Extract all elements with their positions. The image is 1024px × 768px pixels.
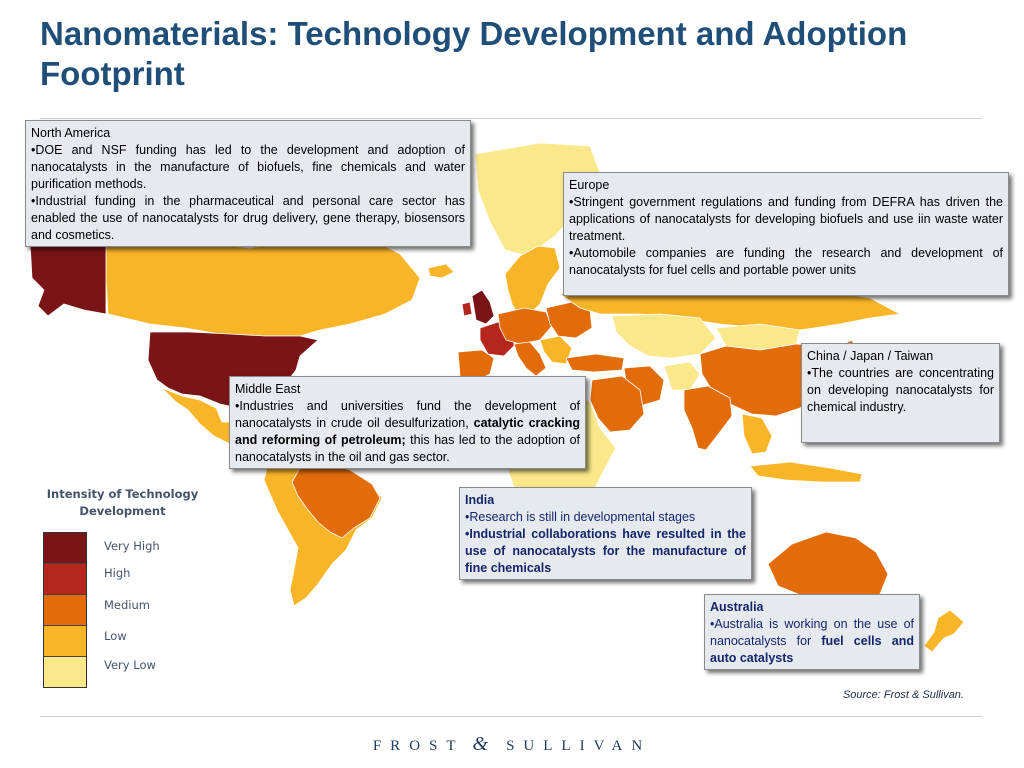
region-india xyxy=(683,385,733,451)
india-heading: India xyxy=(465,493,495,507)
legend-label-medium: Medium xyxy=(104,598,150,612)
india-bullet-1: •Research is still in developmental stag… xyxy=(465,510,696,524)
north-america-bullet-1: •DOE and NSF funding has led to the deve… xyxy=(31,143,465,191)
region-indonesia xyxy=(749,461,863,483)
legend-label-very-low: Very Low xyxy=(104,658,156,672)
legend-swatch-low xyxy=(44,626,86,657)
legend-color-bar xyxy=(43,532,87,688)
china-heading: China / Japan / Taiwan xyxy=(807,349,934,363)
legend-label-very-high: Very High xyxy=(104,539,160,553)
title-divider xyxy=(40,118,982,119)
region-turkey xyxy=(565,353,625,373)
north-america-bullet-2: •Industrial funding in the pharmaceutica… xyxy=(31,194,465,242)
footer-divider xyxy=(40,716,982,717)
china-bullet-1: •The countries are concentrating on deve… xyxy=(807,366,994,414)
region-southeast-asia xyxy=(741,413,773,455)
region-australia xyxy=(767,531,889,605)
china-japan-taiwan-callout: China / Japan / Taiwan •The countries ar… xyxy=(801,343,1000,443)
india-callout: India •Research is still in developmenta… xyxy=(459,487,752,580)
europe-bullet-1: •Stringent government regulations and fu… xyxy=(569,195,1003,243)
page-title: Nanomaterials: Technology Development an… xyxy=(40,15,908,92)
region-canada xyxy=(105,235,421,337)
australia-bullet-1: •Australia is working on the use of nano… xyxy=(710,617,914,665)
region-central-asia xyxy=(611,313,717,359)
europe-heading: Europe xyxy=(569,178,610,192)
region-brazil xyxy=(291,463,381,539)
middle-east-bullet-1: •Industries and universities fund the de… xyxy=(235,399,580,464)
region-italy-balkans xyxy=(513,341,547,377)
legend-swatch-high xyxy=(44,564,86,595)
legend-swatch-medium xyxy=(44,595,86,626)
middle-east-heading: Middle East xyxy=(235,382,301,396)
legend-swatch-very-high xyxy=(44,533,86,564)
region-iceland xyxy=(427,263,455,279)
europe-bullet-2: •Automobile companies are funding the re… xyxy=(569,246,1003,277)
legend-title: Intensity of Technology Development xyxy=(46,487,199,518)
region-new-zealand xyxy=(923,609,965,653)
region-greenland xyxy=(474,142,601,257)
region-uk xyxy=(471,289,495,325)
north-america-callout: North America •DOE and NSF funding has l… xyxy=(25,120,471,247)
legend-swatch-very-low xyxy=(44,657,86,687)
india-bullet-2: •Industrial collaborations have resulted… xyxy=(465,527,746,575)
region-mideast-low xyxy=(663,361,701,391)
region-ireland xyxy=(461,301,473,317)
frost-sullivan-logo: FROST & SULLIVAN xyxy=(372,733,652,755)
legend-label-high: High xyxy=(104,566,131,580)
north-america-heading: North America xyxy=(31,126,111,140)
region-central-europe xyxy=(497,307,553,345)
australia-heading: Australia xyxy=(710,600,764,614)
australia-callout: Australia •Australia is working on the u… xyxy=(704,594,920,670)
legend-label-low: Low xyxy=(104,629,127,643)
source-note: Source: Frost & Sullivan. xyxy=(842,689,964,701)
europe-callout: Europe •Stringent government regulations… xyxy=(563,172,1009,296)
region-saudi xyxy=(589,375,645,433)
region-alaska xyxy=(29,237,107,317)
middle-east-callout: Middle East •Industries and universities… xyxy=(229,376,586,469)
region-scandinavia xyxy=(504,245,561,319)
